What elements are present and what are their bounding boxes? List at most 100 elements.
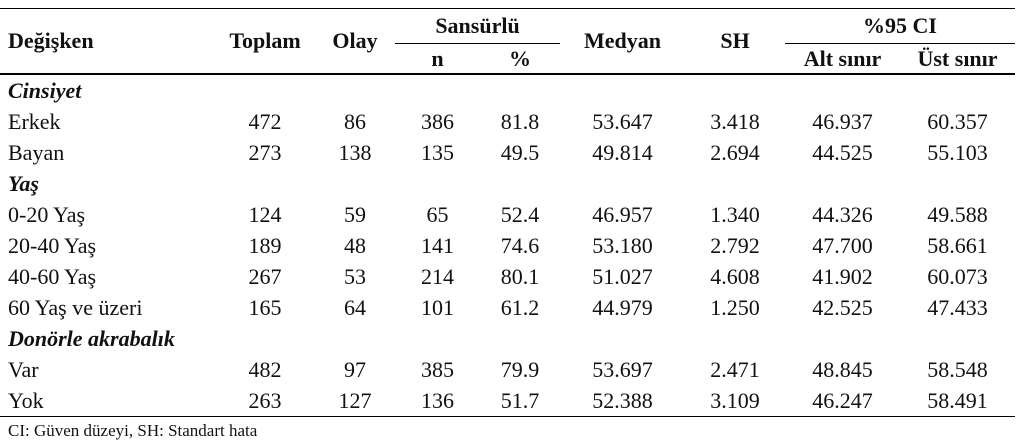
data-row: 40-60 Yaş 267 53 214 80.1 51.027 4.608 41.902 60… — [0, 261, 1015, 292]
cell: 267 — [248, 263, 282, 289]
cell: 101 — [421, 294, 454, 320]
cell: 44.326 — [812, 201, 873, 227]
header-cell: Alt sınır — [803, 45, 882, 71]
cell: 46.247 — [812, 387, 873, 413]
cell: 127 — [338, 387, 372, 413]
cell: 60.357 — [927, 108, 988, 134]
row-label: 60 Yaş ve üzeri — [8, 294, 143, 320]
cell: 189 — [248, 232, 282, 258]
header-cell: Sansürlü — [395, 8, 561, 44]
cell: 214 — [421, 263, 454, 289]
cell: 80.1 — [500, 263, 540, 289]
header-cell: Üst sınır — [917, 45, 998, 71]
cell: 138 — [338, 139, 372, 165]
cell: 53.647 — [592, 108, 653, 134]
header-cell: %95 CI — [785, 8, 1016, 44]
cell: 51.7 — [500, 387, 540, 413]
header-cell: Değişken — [8, 28, 94, 53]
cell: 52.388 — [592, 387, 653, 413]
cell: 386 — [421, 108, 454, 134]
cell: 46.957 — [592, 201, 653, 227]
cell: 58.548 — [927, 356, 988, 382]
header-cell: SH — [720, 28, 750, 53]
cell: 49.588 — [927, 201, 988, 227]
cell: 136 — [421, 387, 454, 413]
cell: 51.027 — [592, 263, 653, 289]
cell: 41.902 — [812, 263, 873, 289]
data-row: Erkek 472 86 386 81.8 53.647 3.418 46.937 60.357 — [0, 106, 1015, 137]
cell: 472 — [248, 108, 282, 134]
row-label: 40-60 Yaş — [8, 263, 97, 289]
cell: 1.340 — [710, 201, 760, 227]
cell: 135 — [421, 139, 454, 165]
group-row: Cinsiyet — [0, 74, 1015, 106]
cell: 4.608 — [710, 263, 760, 289]
data-row: Var 482 97 385 79.9 53.697 2.471 48.845 58.548 — [0, 354, 1015, 385]
cell: 59 — [344, 201, 366, 227]
header-cell: % — [509, 45, 531, 71]
cell: 81.8 — [500, 108, 540, 134]
row-label: 0-20 Yaş — [8, 201, 86, 227]
cell: 46.937 — [812, 108, 873, 134]
data-row: 0-20 Yaş 124 59 65 52.4 46.957 1.340 44.326 49.5… — [0, 199, 1015, 230]
table-header: Değişken Toplam Olay Sansürlü Medyan SH … — [0, 8, 1016, 74]
cell: 42.525 — [812, 294, 873, 320]
cell: 48.845 — [812, 356, 873, 382]
results-table: Değişken Toplam Olay Sansürlü Medyan SH … — [0, 8, 1016, 417]
cell: 58.661 — [927, 232, 988, 258]
cell: 141 — [421, 232, 454, 258]
cell: 1.250 — [710, 294, 760, 320]
cell: 86 — [344, 108, 366, 134]
cell: 49.5 — [500, 139, 540, 165]
cell: 482 — [248, 356, 282, 382]
cell: 64 — [344, 294, 366, 320]
header-cell: Medyan — [584, 28, 662, 53]
row-label: Var — [8, 356, 39, 382]
cell: 2.694 — [710, 139, 760, 165]
cell: 44.525 — [812, 139, 873, 165]
group-label: Donörle akrabalık — [8, 325, 175, 351]
header-cell: n — [431, 45, 444, 71]
cell: 74.6 — [500, 232, 540, 258]
cell: 79.9 — [500, 356, 540, 382]
cell: 124 — [248, 201, 282, 227]
row-label: Erkek — [8, 108, 61, 134]
cell: 47.433 — [927, 294, 988, 320]
cell: 61.2 — [500, 294, 540, 320]
group-row: Yaş — [0, 168, 1015, 199]
cell: 49.814 — [592, 139, 653, 165]
cell: 48 — [344, 232, 366, 258]
cell: 273 — [248, 139, 282, 165]
table-body: Cinsiyet Erkek 472 86 386 81.8 53.647 3.418 46.9… — [0, 74, 1016, 417]
group-row: Donörle akrabalık — [0, 323, 1015, 354]
cell: 55.103 — [927, 139, 988, 165]
cell: 65 — [426, 201, 449, 227]
cell: 97 — [344, 356, 366, 382]
data-row: Yok 263 127 136 51.7 52.388 3.109 46.247 58.491 — [0, 385, 1015, 417]
cell: 3.109 — [710, 387, 760, 413]
data-row: 20-40 Yaş 189 48 141 74.6 53.180 2.792 47.700 58… — [0, 230, 1015, 261]
cell: 263 — [248, 387, 282, 413]
row-label: Bayan — [8, 139, 65, 165]
header-cell: Toplam — [229, 28, 301, 53]
cell: 2.471 — [710, 356, 760, 382]
row-label: 20-40 Yaş — [8, 232, 97, 258]
cell: 58.491 — [927, 387, 988, 413]
cell: 3.418 — [710, 108, 760, 134]
cell: 53 — [344, 263, 366, 289]
cell: 60.073 — [927, 263, 988, 289]
group-label: Cinsiyet — [8, 77, 82, 103]
cell: 52.4 — [500, 201, 540, 227]
row-label: Yok — [8, 387, 44, 413]
cell: 385 — [421, 356, 454, 382]
group-label: Yaş — [8, 170, 39, 196]
cell: 53.697 — [592, 356, 653, 382]
cell: 165 — [248, 294, 282, 320]
footnote: CI: Güven düzeyi, SH: Standart hata — [8, 421, 258, 440]
data-row: Bayan 273 138 135 49.5 49.814 2.694 44.525 55.10… — [0, 137, 1015, 168]
cell: 47.700 — [812, 232, 873, 258]
header-cell: Olay — [332, 28, 378, 53]
cell: 53.180 — [592, 232, 653, 258]
cell: 2.792 — [710, 232, 760, 258]
